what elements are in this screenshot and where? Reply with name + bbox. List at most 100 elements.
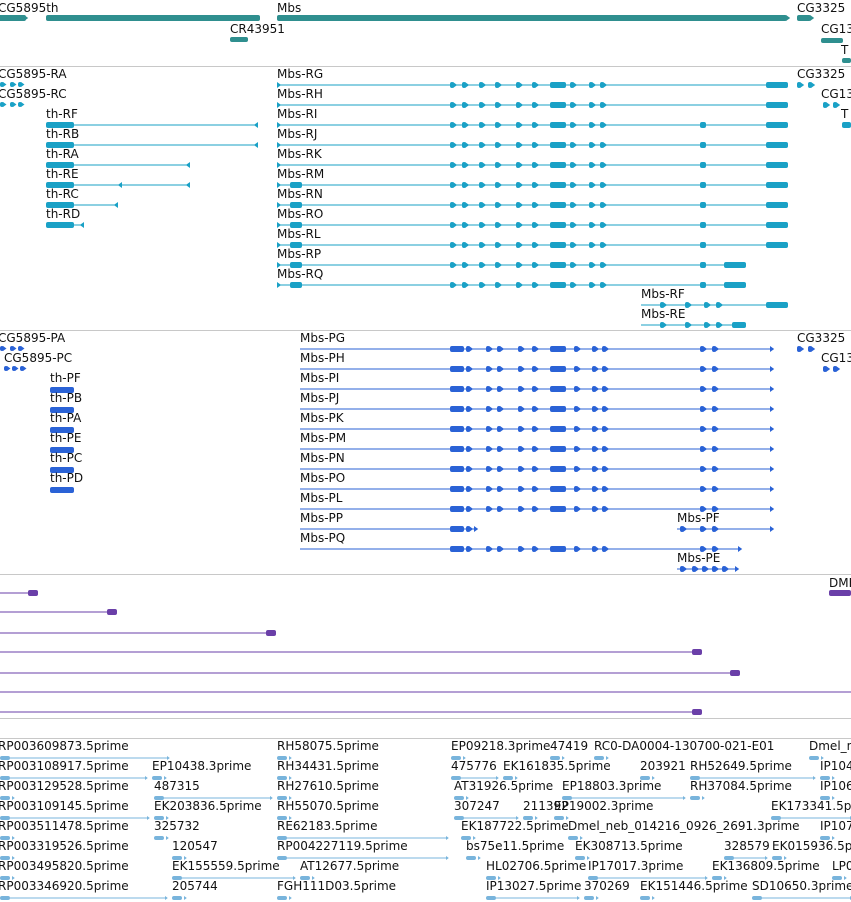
protein-label[interactable]: Mbs-PH xyxy=(300,351,345,365)
exon-block[interactable] xyxy=(450,546,464,552)
est-block[interactable] xyxy=(640,776,650,780)
exon-block[interactable] xyxy=(724,262,746,268)
exon-block[interactable] xyxy=(766,242,788,248)
exon-block[interactable] xyxy=(700,162,706,168)
transcript-label[interactable]: th-RB xyxy=(46,127,80,141)
est-label[interactable]: LP0 xyxy=(832,859,851,873)
transcript-label[interactable]: Mbs-RH xyxy=(277,87,323,101)
exon-block[interactable] xyxy=(46,202,74,208)
transcript-label[interactable]: th-RD xyxy=(46,207,81,221)
est-label[interactable]: 211392 xyxy=(523,799,569,813)
exon-block[interactable] xyxy=(450,446,464,452)
est-label[interactable]: RP003319526.5prime xyxy=(0,839,129,853)
exon-block[interactable] xyxy=(700,282,706,288)
est-label[interactable]: SD10650.3prime xyxy=(752,879,851,893)
est-block[interactable] xyxy=(451,756,461,760)
est-block[interactable] xyxy=(575,856,585,860)
est-block[interactable] xyxy=(466,856,476,860)
gene-model[interactable] xyxy=(821,38,843,43)
transcript-label[interactable]: th-RC xyxy=(46,187,79,201)
est-label[interactable]: 325732 xyxy=(154,819,200,833)
gene-model[interactable] xyxy=(230,37,248,42)
protein-label[interactable]: Mbs-PM xyxy=(300,431,347,445)
est-label[interactable]: RP004227119.5prime xyxy=(277,839,408,853)
exon-block[interactable] xyxy=(550,466,566,472)
exon-block[interactable] xyxy=(450,466,464,472)
exon-block[interactable] xyxy=(700,182,706,188)
exon-block[interactable] xyxy=(50,487,74,493)
est-label[interactable]: EP10438.3prime xyxy=(152,759,252,773)
alignment-block[interactable] xyxy=(730,670,740,676)
exon-block[interactable] xyxy=(550,486,566,492)
est-label[interactable]: EP09218.3prime xyxy=(451,739,551,753)
est-label[interactable]: 475776 xyxy=(451,759,497,773)
exon-block[interactable] xyxy=(550,102,566,108)
exon-block[interactable] xyxy=(450,406,464,412)
gene-label-cg13[interactable]: CG13 xyxy=(821,22,851,36)
est-block[interactable] xyxy=(461,836,471,840)
est-block[interactable] xyxy=(0,756,10,760)
transcript-label[interactable]: Mbs-RE xyxy=(641,307,686,321)
exon-block[interactable] xyxy=(700,122,706,128)
est-block[interactable] xyxy=(172,856,182,860)
est-block[interactable] xyxy=(277,776,287,780)
protein-label[interactable]: Mbs-PO xyxy=(300,471,346,485)
exon-block[interactable] xyxy=(550,182,566,188)
est-block[interactable] xyxy=(451,776,461,780)
transcript-label[interactable]: Mbs-RQ xyxy=(277,267,324,281)
transcript-label[interactable]: th-RE xyxy=(46,167,79,181)
exon-block[interactable] xyxy=(550,406,566,412)
exon-block[interactable] xyxy=(290,202,302,208)
est-label[interactable]: AT12677.5prime xyxy=(300,859,400,873)
exon-block[interactable] xyxy=(450,386,464,392)
protein-label[interactable]: th-PA xyxy=(50,411,82,425)
est-label[interactable]: RH34431.5prime xyxy=(277,759,379,773)
exon-block[interactable] xyxy=(700,242,706,248)
est-block[interactable] xyxy=(690,796,700,800)
est-block[interactable] xyxy=(562,796,572,800)
exon-block[interactable] xyxy=(550,346,566,352)
est-block[interactable] xyxy=(277,836,287,840)
alignment-block[interactable] xyxy=(266,630,276,636)
protein-label[interactable]: th-PD xyxy=(50,471,84,485)
est-block[interactable] xyxy=(809,756,819,760)
transcript-label[interactable]: Mbs-RP xyxy=(277,247,322,261)
est-block[interactable] xyxy=(503,776,513,780)
exon-block[interactable] xyxy=(290,242,302,248)
exon-block[interactable] xyxy=(50,447,74,453)
protein-label[interactable]: Mbs-PF xyxy=(677,511,720,525)
exon-block[interactable] xyxy=(766,142,788,148)
est-block[interactable] xyxy=(771,816,781,820)
est-label[interactable]: RH27610.5prime xyxy=(277,779,379,793)
alignment-block[interactable] xyxy=(692,649,702,655)
transcript-label[interactable]: Mbs-RL xyxy=(277,227,321,241)
protein-label[interactable]: th-PE xyxy=(50,431,82,445)
transcript-label[interactable]: T xyxy=(841,107,849,121)
protein-label[interactable]: Mbs-PI xyxy=(300,371,340,385)
exon-block[interactable] xyxy=(46,182,74,188)
exon-block[interactable] xyxy=(842,122,851,128)
exon-block[interactable] xyxy=(290,182,302,188)
exon-block[interactable] xyxy=(766,102,788,108)
gene-model[interactable] xyxy=(797,15,811,21)
est-label[interactable]: EK015936.5p xyxy=(772,839,851,853)
transcript-label[interactable]: CG5895-RC xyxy=(0,87,67,101)
est-block[interactable] xyxy=(277,816,287,820)
est-block[interactable] xyxy=(724,856,734,860)
est-block[interactable] xyxy=(0,836,10,840)
est-label[interactable]: FGH111D03.5prime xyxy=(277,879,397,893)
exon-block[interactable] xyxy=(290,282,302,288)
transcript-label[interactable]: Mbs-RJ xyxy=(277,127,318,141)
exon-block[interactable] xyxy=(700,142,706,148)
exon-block[interactable] xyxy=(290,262,302,268)
est-label[interactable]: Dmel_n xyxy=(809,739,851,753)
est-label[interactable]: RP003109145.5prime xyxy=(0,799,129,813)
est-block[interactable] xyxy=(640,896,650,900)
gene-label-cg5895th[interactable]: CG5895th xyxy=(0,1,59,15)
exon-block[interactable] xyxy=(550,386,566,392)
est-label[interactable]: EK203836.5prime xyxy=(154,799,262,813)
est-block[interactable] xyxy=(172,896,182,900)
transcript-label[interactable]: Mbs-RK xyxy=(277,147,322,161)
protein-label[interactable]: Mbs-PE xyxy=(677,551,721,565)
est-label[interactable]: IP17017.3prime xyxy=(588,859,684,873)
